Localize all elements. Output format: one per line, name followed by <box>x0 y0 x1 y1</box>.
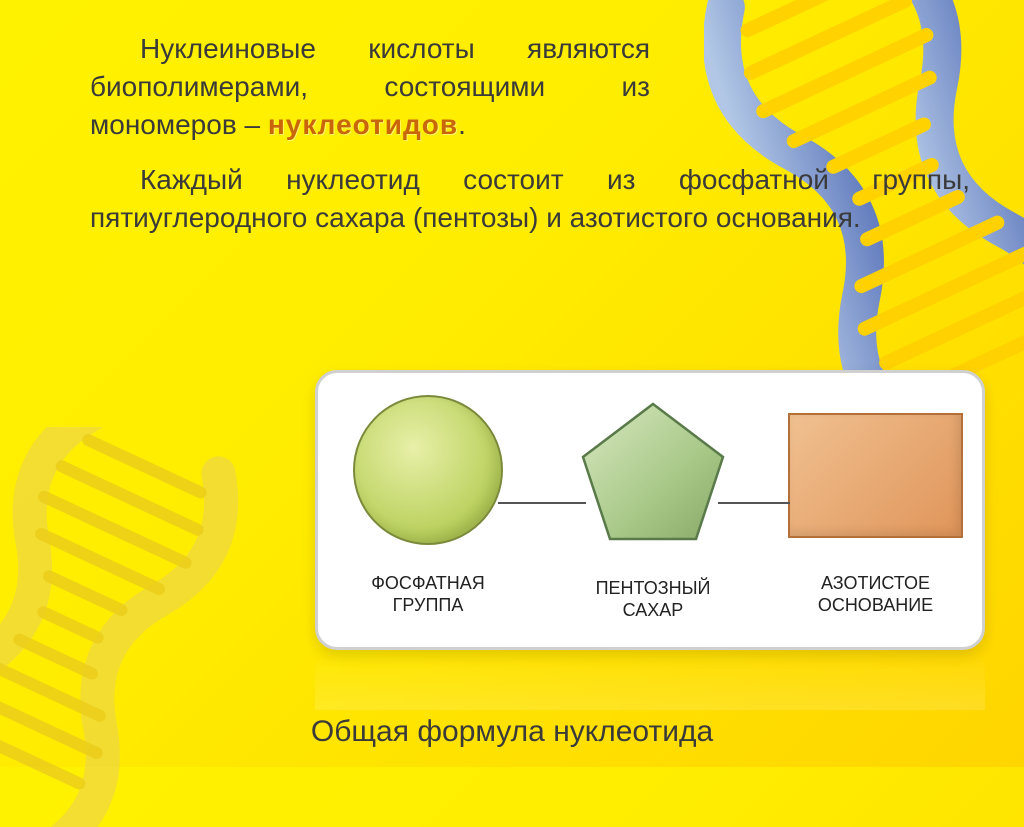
diagram-caption: Общая формула нуклеотида <box>0 715 1024 749</box>
phosphate-label: ФОСФАТНАЯГРУППА <box>353 573 503 616</box>
paragraph-1: Нуклеиновые кислоты являются биополимера… <box>90 30 650 143</box>
pentose-label: ПЕНТОЗНЫЙСАХАР <box>578 578 728 621</box>
connector-phosphate-pentose <box>498 502 586 504</box>
base-label: АЗОТИСТОЕОСНОВАНИЕ <box>788 573 963 616</box>
connector-pentose-base <box>718 502 790 504</box>
para2-text: Каждый нуклеотид состоит из фосфатной гр… <box>90 164 970 233</box>
nucleotide-diagram: ФОСФАТНАЯГРУППА ПЕНТОЗНЫЙСАХАР АЗОТИСТОЕ… <box>315 370 985 650</box>
paragraph-2: Каждый нуклеотид состоит из фосфатной гр… <box>90 161 970 237</box>
dna-helix-decoration-left <box>0 427 250 827</box>
diagram-reflection <box>315 650 985 710</box>
para1-text-b: . <box>458 109 466 140</box>
phosphate-circle-icon <box>353 395 503 545</box>
base-rectangle-icon <box>788 413 963 538</box>
text-content: Нуклеиновые кислоты являются биополимера… <box>0 0 1024 257</box>
para1-highlight: нуклеотидов <box>268 109 458 140</box>
pentose-sugar: ПЕНТОЗНЫЙСАХАР <box>578 399 728 621</box>
nitrogenous-base: АЗОТИСТОЕОСНОВАНИЕ <box>788 413 963 616</box>
pentose-pentagon-icon <box>578 399 728 544</box>
phosphate-group: ФОСФАТНАЯГРУППА <box>353 395 503 616</box>
